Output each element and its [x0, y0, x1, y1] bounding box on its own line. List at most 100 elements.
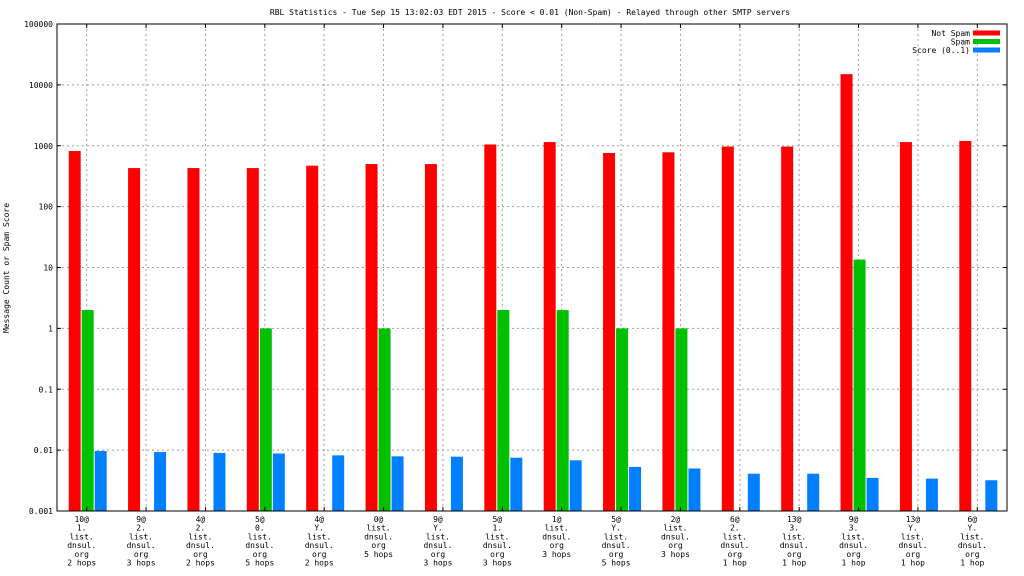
x-tick-label: 3 hops — [423, 559, 452, 568]
x-tick-label: org — [371, 541, 386, 550]
x-tick-label: dnsul. — [127, 541, 156, 550]
x-tick-label: list. — [70, 532, 94, 541]
x-tick-label: list. — [248, 532, 272, 541]
x-tick-label: 1. — [492, 524, 502, 533]
x-tick-label: dnsul. — [423, 541, 452, 550]
bar-not-spam — [721, 146, 734, 511]
bar-spam — [259, 328, 272, 511]
x-tick-label: 0@ — [374, 515, 384, 524]
y-axis-label: Message Count or Spam Score — [2, 203, 11, 333]
legend-label: Score (0..1) — [912, 46, 970, 55]
x-tick-label: 6@ — [967, 515, 977, 524]
y-tick-label: 100 — [39, 203, 54, 212]
bar-not-spam — [899, 142, 912, 511]
bar-not-spam — [128, 168, 141, 511]
y-tick-label: 100000 — [24, 20, 53, 29]
bar-not-spam — [781, 146, 794, 511]
x-tick-label: 9@ — [433, 515, 443, 524]
x-tick-label: org — [134, 550, 149, 559]
bar-not-spam — [246, 168, 259, 511]
y-tick-label: 1000 — [34, 142, 53, 151]
bar-spam — [853, 259, 866, 511]
y-tick-label: 10000 — [29, 81, 53, 90]
x-tick-label: 2. — [196, 524, 206, 533]
bar-score-0-1 — [391, 456, 404, 511]
x-tick-label: dnsul. — [542, 532, 571, 541]
x-tick-label: 4@ — [314, 515, 324, 524]
bar-not-spam — [306, 165, 319, 511]
x-tick-label: 9@ — [849, 515, 859, 524]
legend-swatch — [973, 30, 1000, 36]
x-tick-label: org — [253, 550, 268, 559]
x-tick-label: list. — [842, 532, 866, 541]
bar-spam — [616, 328, 629, 511]
x-tick-label: org — [549, 541, 564, 550]
x-tick-label: dnsul. — [839, 541, 868, 550]
bar-not-spam — [365, 164, 378, 511]
x-tick-label: list. — [901, 532, 925, 541]
y-tick-label: 1 — [48, 324, 53, 333]
x-tick-label: 1 hop — [842, 559, 866, 568]
bar-not-spam — [662, 152, 675, 512]
x-tick-label: 5@ — [492, 515, 502, 524]
x-tick-label: org — [609, 550, 624, 559]
bar-not-spam — [603, 153, 616, 511]
x-tick-label: list. — [960, 532, 984, 541]
x-tick-label: dnsul. — [364, 532, 393, 541]
bar-not-spam — [840, 74, 853, 511]
bar-score-0-1 — [154, 452, 167, 511]
x-tick-label: list. — [307, 532, 331, 541]
bars — [68, 74, 998, 512]
bar-not-spam — [484, 144, 497, 512]
x-tick-label: 9@ — [136, 515, 146, 524]
x-tick-label: list. — [604, 532, 628, 541]
x-tick-label: dnsul. — [898, 541, 927, 550]
bar-not-spam — [543, 142, 556, 511]
x-tick-label: 5 hops — [245, 559, 274, 568]
x-tick-label: 5@ — [611, 515, 621, 524]
x-tick-label: 10@ — [74, 515, 89, 524]
x-tick-label: dnsul. — [483, 541, 512, 550]
bar-score-0-1 — [450, 456, 463, 511]
bar-spam — [81, 310, 94, 511]
x-tick-label: list. — [426, 532, 450, 541]
x-tick-label: 2. — [730, 524, 740, 533]
x-tick-label: org — [668, 541, 683, 550]
x-tick-label: 2@ — [671, 515, 681, 524]
legend-label: Not Spam — [931, 29, 970, 38]
y-tick-label: 0.1 — [39, 385, 54, 394]
x-tick-label: dnsul. — [245, 541, 274, 550]
legend-swatch — [973, 47, 1000, 53]
x-tick-label: dnsul. — [661, 532, 690, 541]
x-tick-label: list. — [188, 532, 212, 541]
x-tick-label: org — [74, 550, 89, 559]
x-tick-label: 13@ — [906, 515, 921, 524]
chart-title: RBL Statistics - Tue Sep 15 13:02:03 EDT… — [270, 8, 790, 17]
x-tick-label: 5 hops — [364, 550, 393, 559]
x-tick-label: dnsul. — [186, 541, 215, 550]
x-tick-label: 2 hops — [305, 559, 334, 568]
x-tick-label: 3 hops — [661, 550, 690, 559]
bar-score-0-1 — [332, 455, 345, 511]
y-tick-label: 0.001 — [29, 507, 53, 516]
bar-score-0-1 — [629, 466, 642, 511]
x-tick-label: Y. — [611, 524, 621, 533]
x-tick-label: list. — [663, 524, 687, 533]
bar-spam — [556, 310, 569, 511]
x-tick-label: 3 hops — [483, 559, 512, 568]
x-tick-label: 3 hops — [542, 550, 571, 559]
x-tick-label: org — [846, 550, 861, 559]
bar-score-0-1 — [688, 468, 701, 511]
x-tick-label: org — [965, 550, 980, 559]
x-tick-label: list. — [545, 524, 569, 533]
legend-swatch — [973, 39, 1000, 44]
x-tick-label: dnsul. — [958, 541, 987, 550]
x-tick-label: 5 hops — [602, 559, 631, 568]
x-tick-label: 1 hop — [960, 559, 984, 568]
bar-score-0-1 — [569, 460, 582, 511]
y-axis-ticks: 0.001 0.01 0.1 1 10 100 1000 10000 100000 — [24, 20, 1007, 516]
bar-score-0-1 — [94, 450, 107, 511]
x-tick-label: 1 hop — [723, 559, 747, 568]
